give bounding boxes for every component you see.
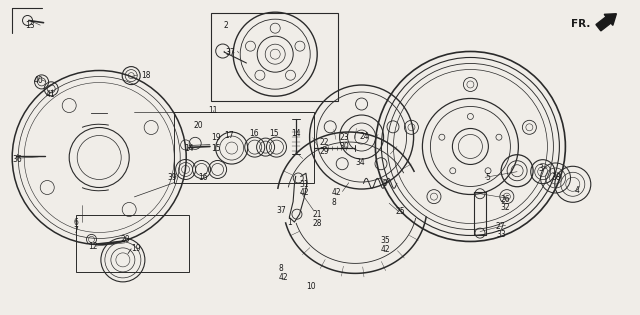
Bar bbox=[174, 112, 314, 183]
Text: 20: 20 bbox=[120, 235, 130, 244]
Text: 16: 16 bbox=[250, 129, 259, 138]
Text: 12: 12 bbox=[88, 242, 98, 251]
Text: 41: 41 bbox=[46, 90, 56, 99]
Text: 5: 5 bbox=[485, 174, 490, 182]
Text: 14: 14 bbox=[184, 144, 194, 152]
Text: 8: 8 bbox=[332, 198, 336, 207]
Text: FR.: FR. bbox=[571, 19, 591, 29]
Text: 1: 1 bbox=[287, 218, 291, 226]
Text: 16: 16 bbox=[198, 174, 208, 182]
Text: 15: 15 bbox=[211, 144, 221, 152]
Text: 13: 13 bbox=[26, 21, 35, 30]
Text: 19: 19 bbox=[131, 244, 141, 253]
Text: 10: 10 bbox=[306, 282, 316, 290]
Text: 34: 34 bbox=[355, 158, 365, 167]
Text: 37: 37 bbox=[225, 49, 235, 57]
Text: 11: 11 bbox=[208, 106, 218, 115]
Text: 17: 17 bbox=[224, 131, 234, 140]
FancyArrow shape bbox=[596, 14, 616, 31]
Text: 19: 19 bbox=[211, 133, 221, 141]
Text: 42: 42 bbox=[300, 188, 309, 197]
Text: 23: 23 bbox=[339, 133, 349, 141]
Text: 32: 32 bbox=[500, 203, 510, 212]
Text: 2: 2 bbox=[224, 21, 228, 30]
Text: 21: 21 bbox=[312, 210, 322, 219]
Text: 39: 39 bbox=[168, 174, 177, 182]
Text: 42: 42 bbox=[278, 273, 288, 282]
Text: 40: 40 bbox=[33, 76, 43, 85]
Text: 38: 38 bbox=[552, 174, 561, 182]
Text: 25: 25 bbox=[396, 207, 405, 216]
Text: 37: 37 bbox=[276, 206, 286, 215]
Text: 9: 9 bbox=[383, 179, 388, 188]
Text: 36: 36 bbox=[13, 155, 22, 163]
Text: 28: 28 bbox=[312, 219, 322, 227]
Text: 27: 27 bbox=[496, 222, 506, 231]
Text: 4: 4 bbox=[575, 186, 580, 195]
Bar bbox=[76, 215, 189, 272]
Text: 30: 30 bbox=[339, 142, 349, 151]
Text: 15: 15 bbox=[269, 129, 278, 138]
Text: 42: 42 bbox=[332, 188, 341, 197]
Bar bbox=[211, 13, 338, 101]
Text: 18: 18 bbox=[141, 71, 150, 80]
Text: 8: 8 bbox=[278, 264, 283, 273]
Text: 33: 33 bbox=[496, 230, 506, 239]
Text: 31: 31 bbox=[300, 180, 309, 189]
Text: 24: 24 bbox=[360, 132, 369, 140]
Text: 6: 6 bbox=[74, 218, 79, 226]
Text: 42: 42 bbox=[381, 245, 390, 254]
Text: 35: 35 bbox=[381, 237, 390, 245]
Text: 7: 7 bbox=[74, 226, 79, 235]
Text: 26: 26 bbox=[500, 195, 510, 203]
Text: 3: 3 bbox=[539, 164, 544, 173]
Text: 22: 22 bbox=[320, 138, 330, 147]
Text: 20: 20 bbox=[193, 122, 203, 130]
Text: 14: 14 bbox=[291, 129, 301, 138]
Text: 29: 29 bbox=[320, 147, 330, 156]
